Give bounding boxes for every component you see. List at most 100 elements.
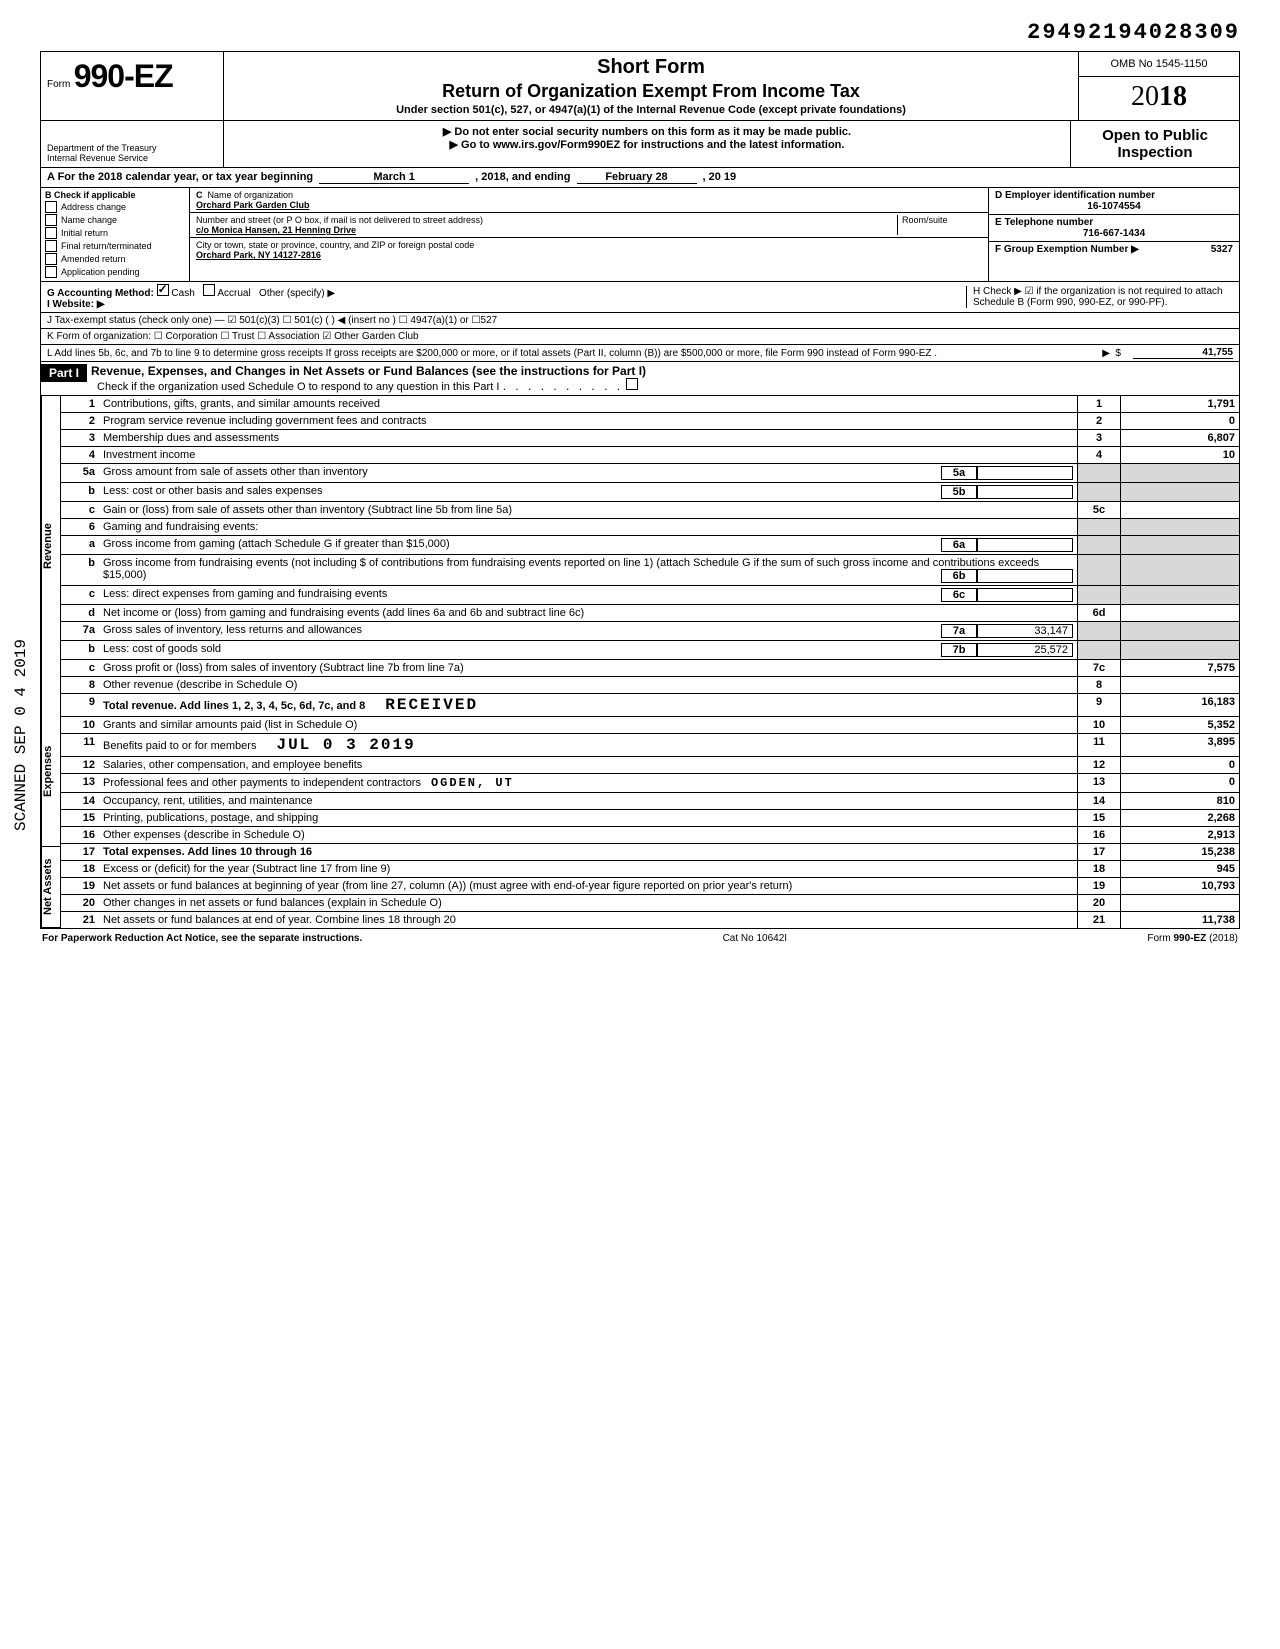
line-number: 10 xyxy=(61,717,99,734)
line-row: bGross income from fundraising events (n… xyxy=(61,555,1239,586)
return-title: Return of Organization Exempt From Incom… xyxy=(232,81,1070,102)
name-block: C Name of organization Orchard Park Gard… xyxy=(190,188,988,281)
line-box: 2 xyxy=(1078,413,1121,430)
check-accrual[interactable] xyxy=(203,284,215,296)
line-box: 11 xyxy=(1078,734,1121,757)
inner-amount xyxy=(977,538,1073,552)
check-address[interactable] xyxy=(45,201,57,213)
inner-box-label: 6a xyxy=(941,538,977,552)
line-box: 1 xyxy=(1078,396,1121,413)
line-row: 18Excess or (deficit) for the year (Subt… xyxy=(61,861,1239,878)
line-amount xyxy=(1121,895,1240,912)
line-box: 7c xyxy=(1078,660,1121,677)
line-box: 16 xyxy=(1078,827,1121,844)
line-row: 11Benefits paid to or for membersJUL 0 3… xyxy=(61,734,1239,757)
city-label: City or town, state or province, country… xyxy=(196,240,474,250)
line-number: 13 xyxy=(61,774,99,793)
line-amount xyxy=(1121,464,1240,483)
check-cash[interactable] xyxy=(157,284,169,296)
line-number: 3 xyxy=(61,430,99,447)
line-amount: 10,793 xyxy=(1121,878,1240,895)
line-number: 2 xyxy=(61,413,99,430)
header-row-1: Form 990-EZ Short Form Return of Organiz… xyxy=(41,52,1239,121)
line-amount: 11,738 xyxy=(1121,912,1240,929)
line-number: 11 xyxy=(61,734,99,757)
h-text: H Check ▶ ☑ if the organization is not r… xyxy=(966,286,1233,308)
line-text: Occupancy, rent, utilities, and maintena… xyxy=(99,793,1078,810)
line-text: Program service revenue including govern… xyxy=(99,413,1078,430)
line-number: 12 xyxy=(61,757,99,774)
line-box xyxy=(1078,555,1121,586)
check-initial-label: Initial return xyxy=(61,228,108,238)
phone-value: 716-667-1434 xyxy=(995,228,1233,239)
footer-mid: Cat No 10642I xyxy=(723,933,788,944)
line-number: 16 xyxy=(61,827,99,844)
ein-value: 16-1074554 xyxy=(995,201,1233,212)
check-amended-label: Amended return xyxy=(61,254,126,264)
check-final[interactable] xyxy=(45,240,57,252)
line-amount xyxy=(1121,555,1240,586)
line-box: 18 xyxy=(1078,861,1121,878)
lines-container: Revenue Expenses Net Assets 1Contributio… xyxy=(41,396,1239,928)
line-row: dNet income or (loss) from gaming and fu… xyxy=(61,605,1239,622)
check-name[interactable] xyxy=(45,214,57,226)
line-text: Gross sales of inventory, less returns a… xyxy=(99,622,1078,641)
line-number: 21 xyxy=(61,912,99,929)
line-row: 21Net assets or fund balances at end of … xyxy=(61,912,1239,929)
line-amount: 0 xyxy=(1121,413,1240,430)
line-row: 8Other revenue (describe in Schedule O)8 xyxy=(61,677,1239,694)
f-label: F Group Exemption Number ▶ xyxy=(995,244,1139,255)
check-amended[interactable] xyxy=(45,253,57,265)
g-label: G Accounting Method: xyxy=(47,288,154,299)
line-amount: 2,913 xyxy=(1121,827,1240,844)
form-prefix: Form xyxy=(47,79,70,90)
inner-box-label: 6b xyxy=(941,569,977,583)
goto-link: ▶ Go to www.irs.gov/Form990EZ for instru… xyxy=(232,138,1062,151)
check-initial[interactable] xyxy=(45,227,57,239)
instructions-cell: ▶ Do not enter social security numbers o… xyxy=(224,121,1070,167)
line-text: Professional fees and other payments to … xyxy=(99,774,1078,793)
line-a-year: , 20 19 xyxy=(703,171,737,183)
line-number: b xyxy=(61,555,99,586)
schedule-o-check[interactable] xyxy=(626,378,638,390)
form-container: Form 990-EZ Short Form Return of Organiz… xyxy=(40,51,1240,929)
inner-amount xyxy=(977,588,1073,602)
line-amount: 0 xyxy=(1121,757,1240,774)
line-row: 14Occupancy, rent, utilities, and mainte… xyxy=(61,793,1239,810)
open-to-public: Open to Public Inspection xyxy=(1070,121,1239,167)
part-1-check: Check if the organization used Schedule … xyxy=(87,381,499,393)
line-text: Total expenses. Add lines 10 through 16 xyxy=(99,844,1078,861)
j-row: J Tax-exempt status (check only one) — ☑… xyxy=(41,313,1239,329)
line-number: 6 xyxy=(61,519,99,536)
line-number: 18 xyxy=(61,861,99,878)
line-row: 10Grants and similar amounts paid (list … xyxy=(61,717,1239,734)
form-number: 990-EZ xyxy=(74,58,173,94)
check-pending-label: Application pending xyxy=(61,267,140,277)
received-location-stamp: OGDEN, UT xyxy=(431,776,514,790)
line-row: 16Other expenses (describe in Schedule O… xyxy=(61,827,1239,844)
line-box: 17 xyxy=(1078,844,1121,861)
line-a-mid: , 2018, and ending xyxy=(475,171,570,183)
line-amount xyxy=(1121,677,1240,694)
line-row: 6Gaming and fundraising events: xyxy=(61,519,1239,536)
line-box: 15 xyxy=(1078,810,1121,827)
line-box: 6d xyxy=(1078,605,1121,622)
line-amount: 6,807 xyxy=(1121,430,1240,447)
line-row: 4Investment income410 xyxy=(61,447,1239,464)
line-box: 21 xyxy=(1078,912,1121,929)
part-1-header: Part I Revenue, Expenses, and Changes in… xyxy=(41,362,1239,396)
d-label: D Employer identification number xyxy=(995,190,1155,201)
footer-right: Form 990-EZ (2018) xyxy=(1147,933,1238,944)
line-amount xyxy=(1121,641,1240,660)
line-amount: 810 xyxy=(1121,793,1240,810)
check-pending[interactable] xyxy=(45,266,57,278)
inner-box-label: 7b xyxy=(941,643,977,657)
j-text: J Tax-exempt status (check only one) — ☑… xyxy=(47,315,497,326)
line-number: 15 xyxy=(61,810,99,827)
form-number-cell: Form 990-EZ xyxy=(41,52,224,120)
line-amount xyxy=(1121,586,1240,605)
line-row: cGain or (loss) from sale of assets othe… xyxy=(61,502,1239,519)
title-cell: Short Form Return of Organization Exempt… xyxy=(224,52,1078,120)
line-number: 14 xyxy=(61,793,99,810)
line-box: 12 xyxy=(1078,757,1121,774)
